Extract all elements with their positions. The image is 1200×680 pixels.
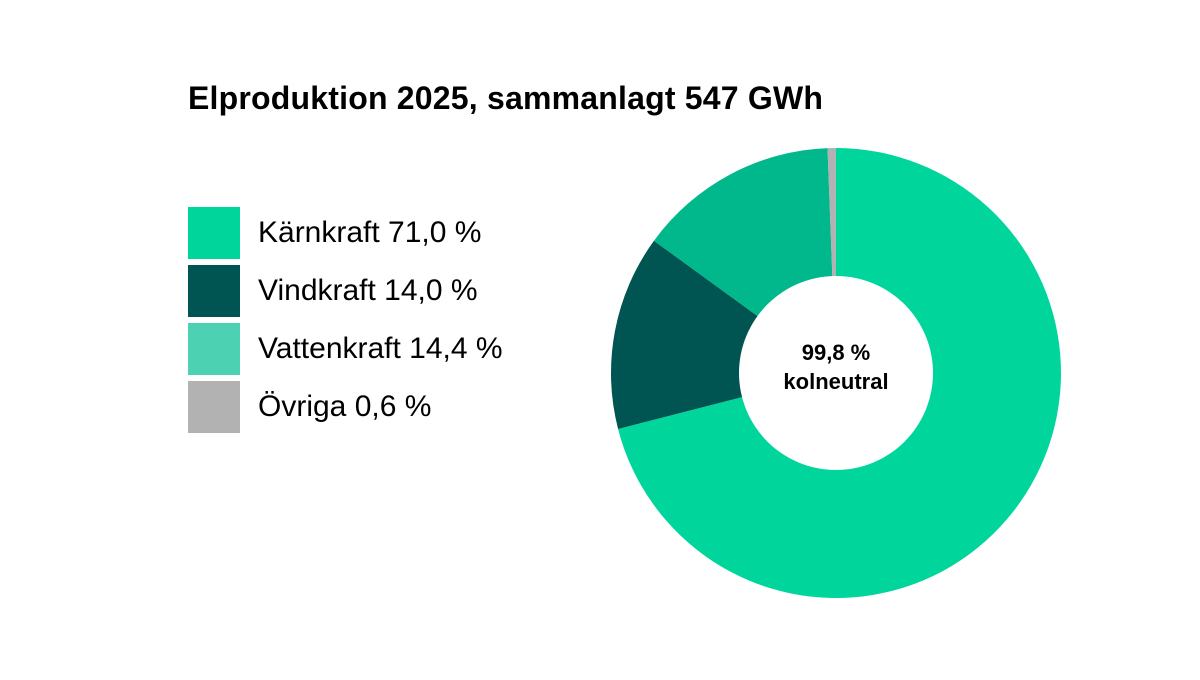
center-label-line-1: 99,8 %	[802, 340, 871, 365]
legend-label-karnkraft: Kärnkraft 71,0 %	[258, 216, 482, 249]
legend-label-vindkraft: Vindkraft 14,0 %	[258, 274, 478, 307]
chart-title: Elproduktion 2025, sammanlagt 547 GWh	[188, 80, 824, 116]
legend-swatch-ovriga	[188, 381, 240, 433]
legend-item-vindkraft: Vindkraft 14,0 %	[188, 265, 503, 317]
donut-hole	[739, 276, 933, 470]
legend-item-vattenkraft: Vattenkraft 14,4 %	[188, 323, 503, 375]
legend-label-vattenkraft: Vattenkraft 14,4 %	[258, 332, 503, 365]
legend-swatch-vattenkraft	[188, 323, 240, 375]
chart-legend: Kärnkraft 71,0 % Vindkraft 14,0 % Vatten…	[188, 207, 503, 439]
legend-label-ovriga: Övriga 0,6 %	[258, 390, 432, 423]
legend-item-ovriga: Övriga 0,6 %	[188, 381, 503, 433]
legend-swatch-karnkraft	[188, 207, 240, 259]
legend-item-karnkraft: Kärnkraft 71,0 %	[188, 207, 503, 259]
legend-swatch-vindkraft	[188, 265, 240, 317]
center-label-line-2: kolneutral	[783, 369, 888, 394]
